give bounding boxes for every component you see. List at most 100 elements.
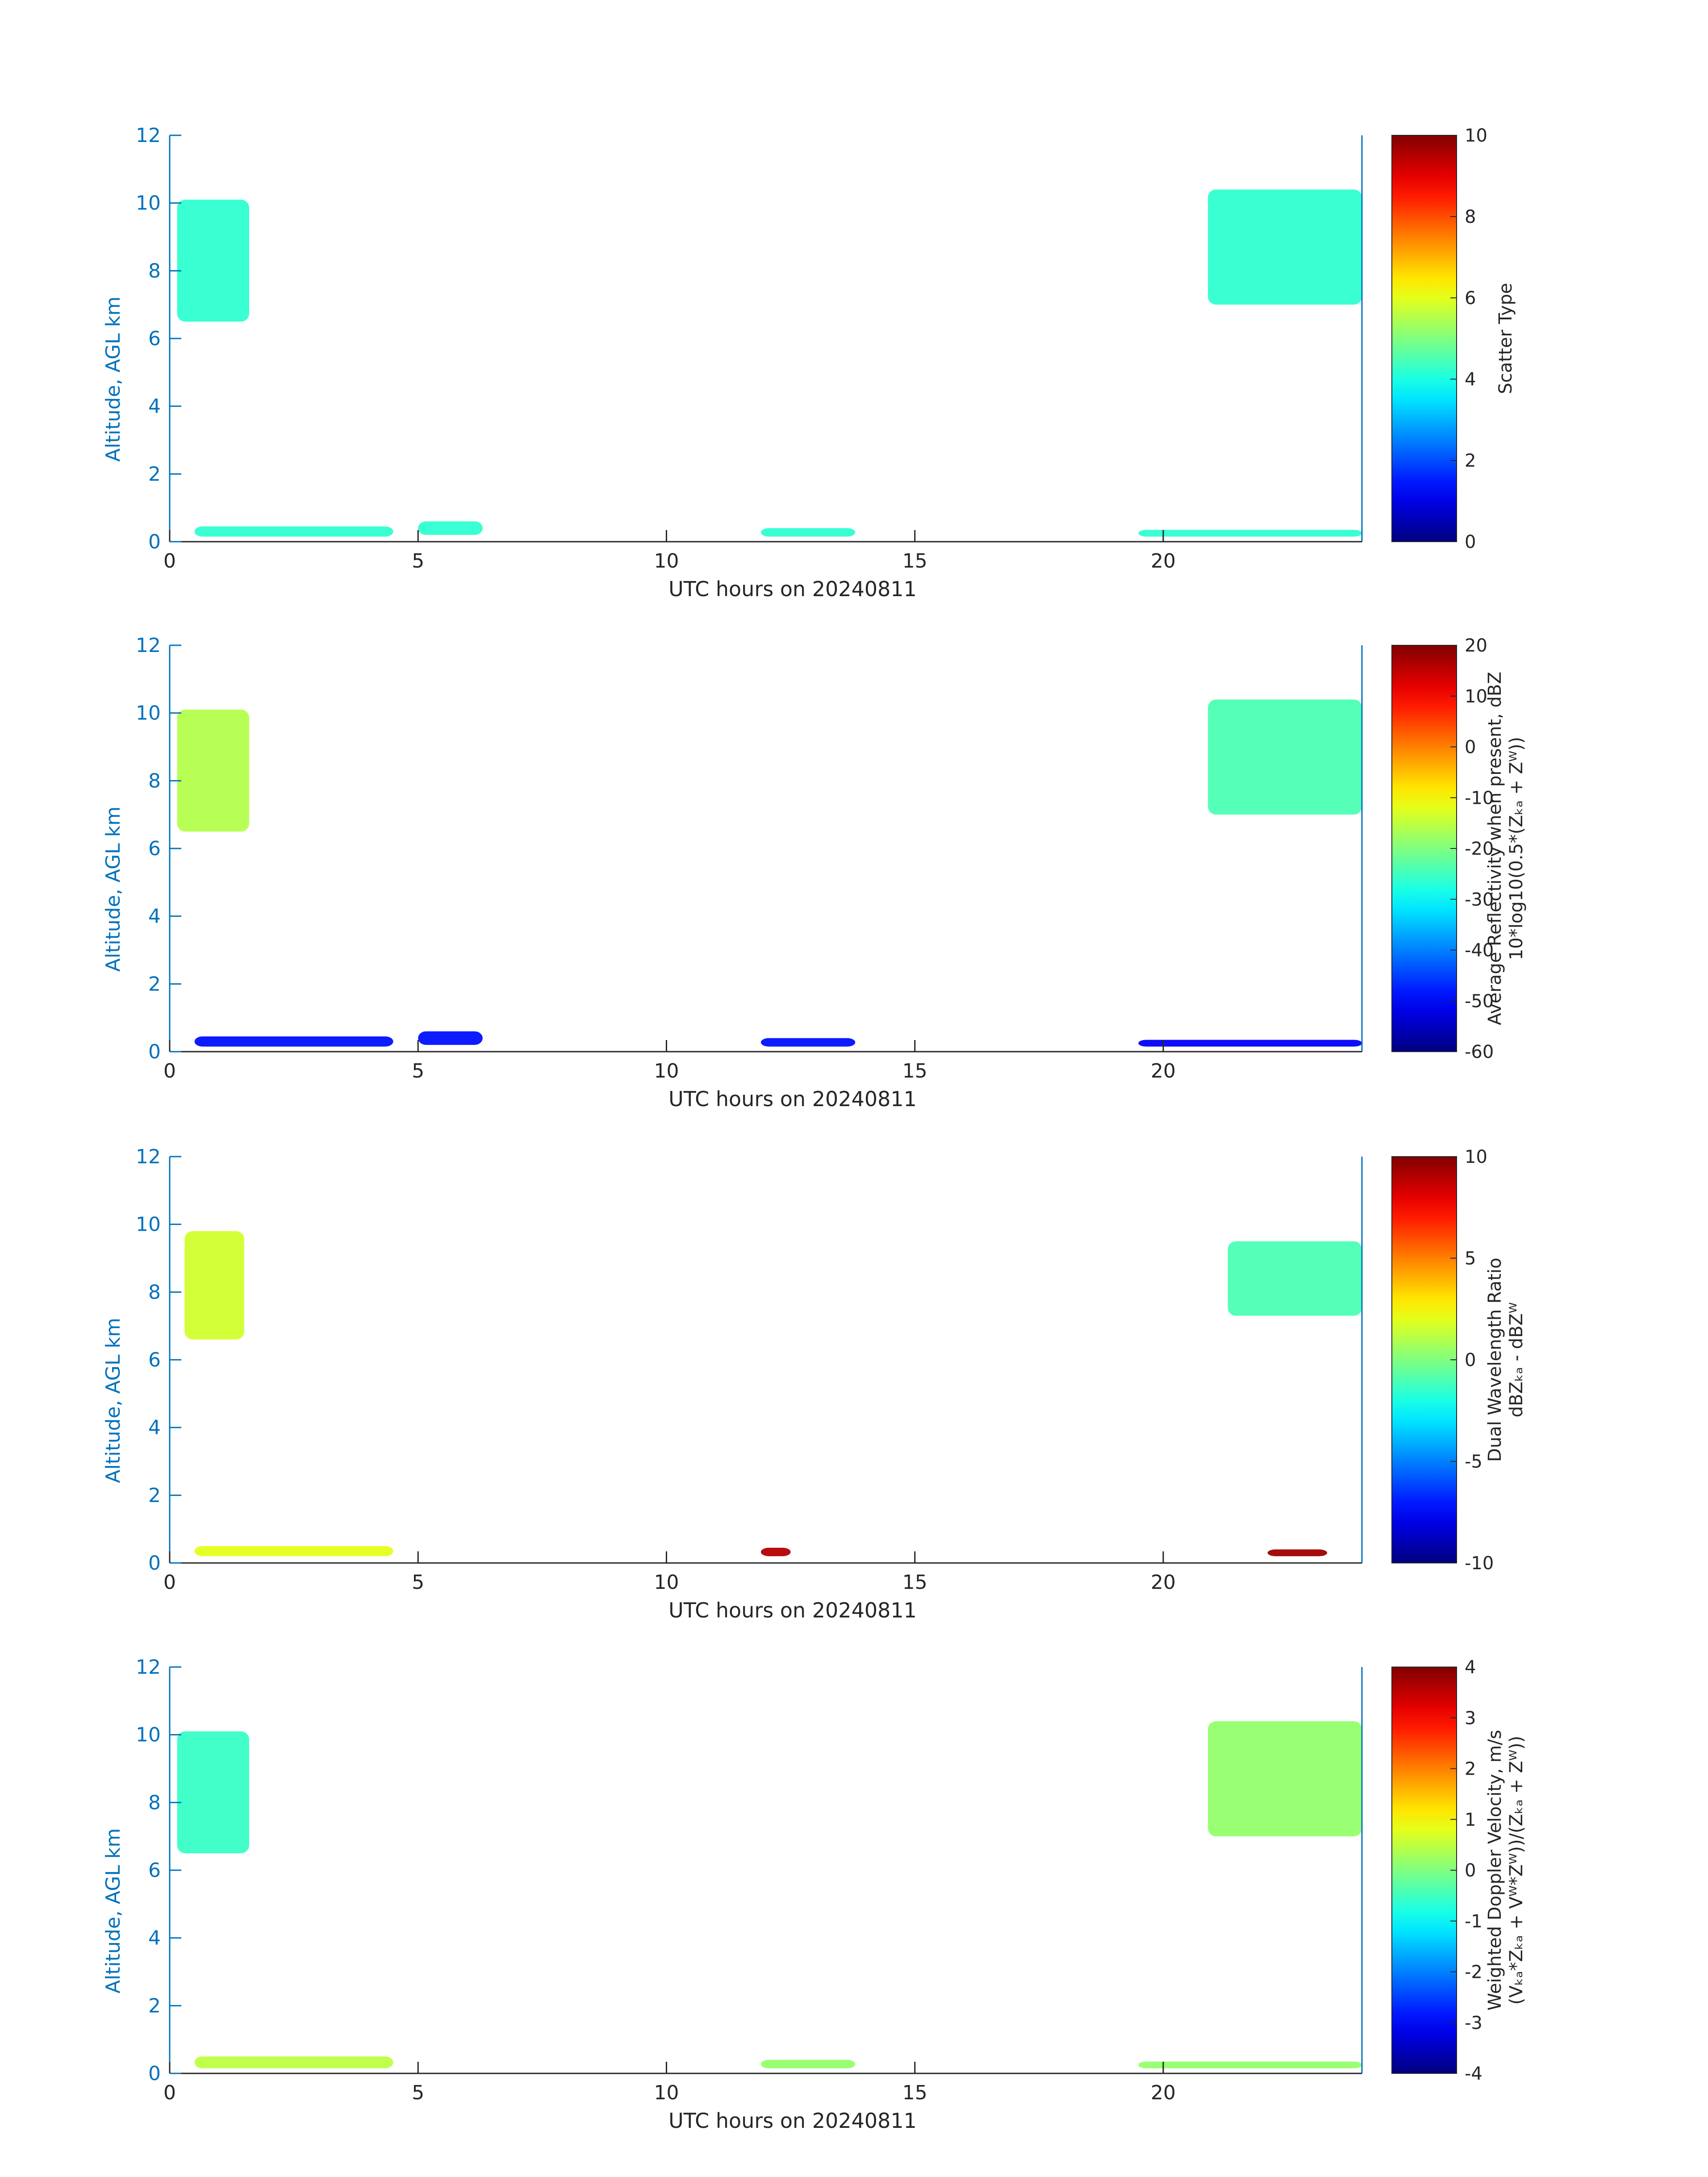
x-tick-label: 0 bbox=[163, 2081, 176, 2104]
x-tick-label: 10 bbox=[654, 1571, 679, 1594]
x-axis-label: UTC hours on 20240811 bbox=[668, 2109, 917, 2133]
colorbar-tick-label: 20 bbox=[1465, 635, 1487, 656]
colorbar-tick-label: 2 bbox=[1465, 451, 1476, 471]
colorbar-tick-label: -20 bbox=[1465, 839, 1494, 859]
echo-region-1 bbox=[177, 710, 249, 832]
echo-region-3 bbox=[194, 1546, 393, 1556]
y-tick-label: 10 bbox=[136, 192, 161, 215]
y-tick-label: 2 bbox=[148, 973, 161, 995]
colorbar-tick-label: 0 bbox=[1465, 737, 1476, 758]
x-tick-label: 20 bbox=[1151, 2081, 1176, 2104]
y-tick-label: 12 bbox=[136, 634, 161, 657]
x-axis-label: UTC hours on 20240811 bbox=[668, 1598, 917, 1622]
colorbar-label: Average Reflectivity when present, dBZ bbox=[1485, 672, 1505, 1025]
echo-region-2 bbox=[1208, 189, 1362, 305]
colorbar-label: Dual Wavelength Ratio bbox=[1485, 1258, 1505, 1462]
colorbar bbox=[1391, 1156, 1457, 1563]
y-axis-label: Altitude, AGL km bbox=[102, 1828, 125, 1993]
echo-region-1 bbox=[177, 200, 249, 322]
x-tick-label: 10 bbox=[654, 2081, 679, 2104]
x-axis-label: UTC hours on 20240811 bbox=[668, 1087, 917, 1111]
echo-region-5 bbox=[760, 528, 856, 537]
colorbar-tick-label: -60 bbox=[1465, 1042, 1494, 1062]
x-tick-label: 5 bbox=[412, 1571, 424, 1594]
echo-region-3 bbox=[194, 526, 393, 537]
colorbar-label: 10*log10(0.5*(Zₖₐ + Zᵂ)) bbox=[1506, 737, 1527, 960]
colorbar-tick-label: 8 bbox=[1465, 207, 1476, 227]
colorbar-tick-label: 10 bbox=[1465, 686, 1487, 707]
x-tick-label: 5 bbox=[412, 1060, 424, 1082]
x-tick-label: 15 bbox=[902, 1060, 927, 1082]
colorbar-tick-label: -3 bbox=[1465, 2013, 1482, 2033]
y-tick-label: 2 bbox=[148, 1484, 161, 1507]
echo-region-1 bbox=[177, 1731, 249, 1854]
colorbar-tick-label: -30 bbox=[1465, 890, 1494, 910]
colorbar-label: dBZₖₐ - dBZᵂ bbox=[1506, 1302, 1527, 1417]
y-axis-label: Altitude, AGL km bbox=[102, 297, 125, 462]
colorbar-tick-label: 4 bbox=[1465, 369, 1476, 390]
y-tick-label: 6 bbox=[148, 1859, 161, 1882]
echo-region-5 bbox=[760, 1038, 856, 1047]
colorbar bbox=[1391, 135, 1457, 542]
colorbar-label: Weighted Doppler Velocity, m/s bbox=[1485, 1730, 1505, 2011]
colorbar-tick-label: -10 bbox=[1465, 1553, 1494, 1574]
x-tick-label: 20 bbox=[1151, 550, 1176, 572]
colorbar bbox=[1391, 1667, 1457, 2074]
y-tick-label: 10 bbox=[136, 1213, 161, 1236]
colorbar-tick-label: 6 bbox=[1465, 288, 1476, 309]
panel-1: 0 2 4 6 8 10 12 0 5 10 15 20 UTC hours on 20240811 Al… bbox=[102, 124, 1516, 601]
colorbar-label: Scatter Type bbox=[1495, 283, 1516, 394]
y-tick-label: 6 bbox=[148, 1349, 161, 1371]
x-tick-label: 5 bbox=[412, 2081, 424, 2104]
x-tick-label: 0 bbox=[163, 1571, 176, 1594]
echo-region-3 bbox=[194, 2056, 393, 2068]
x-tick-label: 15 bbox=[902, 2081, 927, 2104]
colorbar-tick-label: -5 bbox=[1465, 1452, 1482, 1472]
y-tick-label: 8 bbox=[148, 769, 161, 792]
colorbar-tick-label: 4 bbox=[1465, 1657, 1476, 1678]
y-tick-label: 12 bbox=[136, 1656, 161, 1679]
colorbar-tick-label: 5 bbox=[1465, 1249, 1476, 1269]
panel-2: 0 2 4 6 8 10 12 0 5 10 15 20 UTC hours on 20240811 Al… bbox=[102, 634, 1527, 1111]
colorbar-tick-label: -1 bbox=[1465, 1911, 1482, 1932]
x-axis-label: UTC hours on 20240811 bbox=[668, 577, 917, 601]
y-tick-label: 12 bbox=[136, 1145, 161, 1168]
x-tick-label: 10 bbox=[654, 1060, 679, 1082]
colorbar-tick-label: -2 bbox=[1465, 1962, 1482, 1983]
x-tick-label: 5 bbox=[412, 550, 424, 572]
y-tick-label: 10 bbox=[136, 1724, 161, 1747]
x-tick-label: 0 bbox=[163, 1060, 176, 1082]
colorbar-tick-label: 3 bbox=[1465, 1708, 1476, 1729]
y-tick-label: 12 bbox=[136, 124, 161, 147]
colorbar-tick-label: 1 bbox=[1465, 1809, 1476, 1830]
y-axis-label: Altitude, AGL km bbox=[102, 1318, 125, 1483]
x-tick-label: 20 bbox=[1151, 1060, 1176, 1082]
y-tick-label: 2 bbox=[148, 463, 161, 485]
echo-region-2 bbox=[1208, 1721, 1362, 1837]
y-tick-label: 4 bbox=[148, 395, 161, 418]
y-tick-label: 0 bbox=[148, 531, 161, 553]
y-tick-label: 0 bbox=[148, 2062, 161, 2085]
echo-region-5 bbox=[1138, 2061, 1362, 2068]
colorbar-tick-label: 10 bbox=[1465, 125, 1487, 146]
y-tick-label: 4 bbox=[148, 1417, 161, 1439]
colorbar-tick-label: -10 bbox=[1465, 788, 1494, 808]
colorbar bbox=[1391, 645, 1457, 1052]
colorbar-tick-label: 0 bbox=[1465, 1860, 1476, 1881]
colorbar-tick-label: 0 bbox=[1465, 532, 1476, 552]
y-tick-label: 10 bbox=[136, 702, 161, 725]
y-tick-label: 0 bbox=[148, 1552, 161, 1575]
echo-region-4 bbox=[760, 2060, 856, 2068]
colorbar-label: (Vₖₐ*Zₖₐ + Vᵂ*Zᵂ))/(Zₖₐ + Zᵂ)) bbox=[1506, 1736, 1527, 2005]
colorbar-tick-label: -50 bbox=[1465, 991, 1494, 1011]
y-tick-label: 8 bbox=[148, 1791, 161, 1814]
x-tick-label: 20 bbox=[1151, 1571, 1176, 1594]
y-tick-label: 8 bbox=[148, 1281, 161, 1304]
y-tick-label: 4 bbox=[148, 1927, 161, 1950]
echo-region-4 bbox=[418, 521, 483, 535]
x-tick-label: 15 bbox=[902, 550, 927, 572]
colorbar-tick-label: -40 bbox=[1465, 940, 1494, 961]
echo-region-2 bbox=[1208, 699, 1362, 815]
y-tick-label: 6 bbox=[148, 327, 161, 350]
